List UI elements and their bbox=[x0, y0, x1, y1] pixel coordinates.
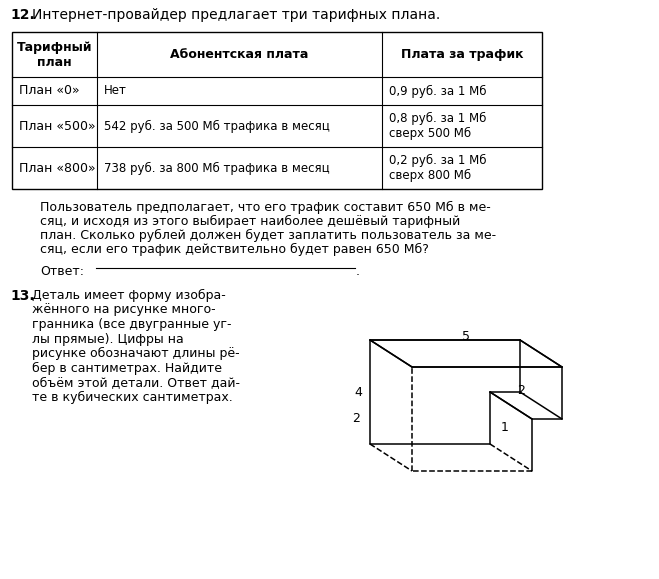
Text: .: . bbox=[356, 265, 360, 278]
Text: 12.: 12. bbox=[10, 8, 35, 22]
Text: План «800»: План «800» bbox=[19, 162, 96, 174]
Text: Нет: Нет bbox=[104, 85, 127, 97]
Text: План «500»: План «500» bbox=[19, 119, 96, 133]
Text: бер в сантиметрах. Найдите: бер в сантиметрах. Найдите bbox=[32, 361, 222, 375]
Text: Плата за трафик: Плата за трафик bbox=[401, 48, 523, 61]
Text: Деталь имеет форму изобра-: Деталь имеет форму изобра- bbox=[32, 289, 226, 302]
Text: 738 руб. за 800 Мб трафика в месяц: 738 руб. за 800 Мб трафика в месяц bbox=[104, 162, 330, 174]
Text: Абонентская плата: Абонентская плата bbox=[170, 48, 308, 61]
Text: 0,8 руб. за 1 Мб
сверх 500 Мб: 0,8 руб. за 1 Мб сверх 500 Мб bbox=[389, 112, 486, 140]
Text: рисунке обозначают длины рё-: рисунке обозначают длины рё- bbox=[32, 347, 240, 360]
Text: 1: 1 bbox=[501, 421, 509, 434]
Text: объём этой детали. Ответ дай-: объём этой детали. Ответ дай- bbox=[32, 376, 240, 389]
Text: 0,9 руб. за 1 Мб: 0,9 руб. за 1 Мб bbox=[389, 85, 486, 97]
Text: 5: 5 bbox=[462, 331, 470, 343]
Text: 0,2 руб. за 1 Мб
сверх 800 Мб: 0,2 руб. за 1 Мб сверх 800 Мб bbox=[389, 154, 486, 182]
Text: лы прямые). Цифры на: лы прямые). Цифры на bbox=[32, 332, 184, 346]
Text: План «0»: План «0» bbox=[19, 85, 80, 97]
Text: жённого на рисунке много-: жённого на рисунке много- bbox=[32, 303, 215, 317]
Text: 2: 2 bbox=[352, 412, 360, 424]
Text: 13.: 13. bbox=[10, 289, 35, 303]
Text: 542 руб. за 500 Мб трафика в месяц: 542 руб. за 500 Мб трафика в месяц bbox=[104, 119, 330, 133]
Text: Интернет-провайдер предлагает три тарифных плана.: Интернет-провайдер предлагает три тарифн… bbox=[32, 8, 440, 22]
Text: гранника (все двугранные уг-: гранника (все двугранные уг- bbox=[32, 318, 231, 331]
Bar bbox=[12, 32, 542, 189]
Text: 4: 4 bbox=[354, 386, 362, 398]
Text: сяц, и исходя из этого выбирает наиболее дешёвый тарифный: сяц, и исходя из этого выбирает наиболее… bbox=[40, 215, 460, 228]
Text: те в кубических сантиметрах.: те в кубических сантиметрах. bbox=[32, 390, 233, 404]
Text: план. Сколько рублей должен будет заплатить пользователь за ме-: план. Сколько рублей должен будет заплат… bbox=[40, 229, 496, 242]
Text: Ответ:: Ответ: bbox=[40, 265, 84, 278]
Text: сяц, если его трафик действительно будет равен 650 Мб?: сяц, если его трафик действительно будет… bbox=[40, 243, 429, 256]
Text: Пользователь предполагает, что его трафик составит 650 Мб в ме-: Пользователь предполагает, что его трафи… bbox=[40, 201, 491, 214]
Text: Тарифный
план: Тарифный план bbox=[16, 41, 92, 68]
Text: 2: 2 bbox=[517, 384, 525, 398]
